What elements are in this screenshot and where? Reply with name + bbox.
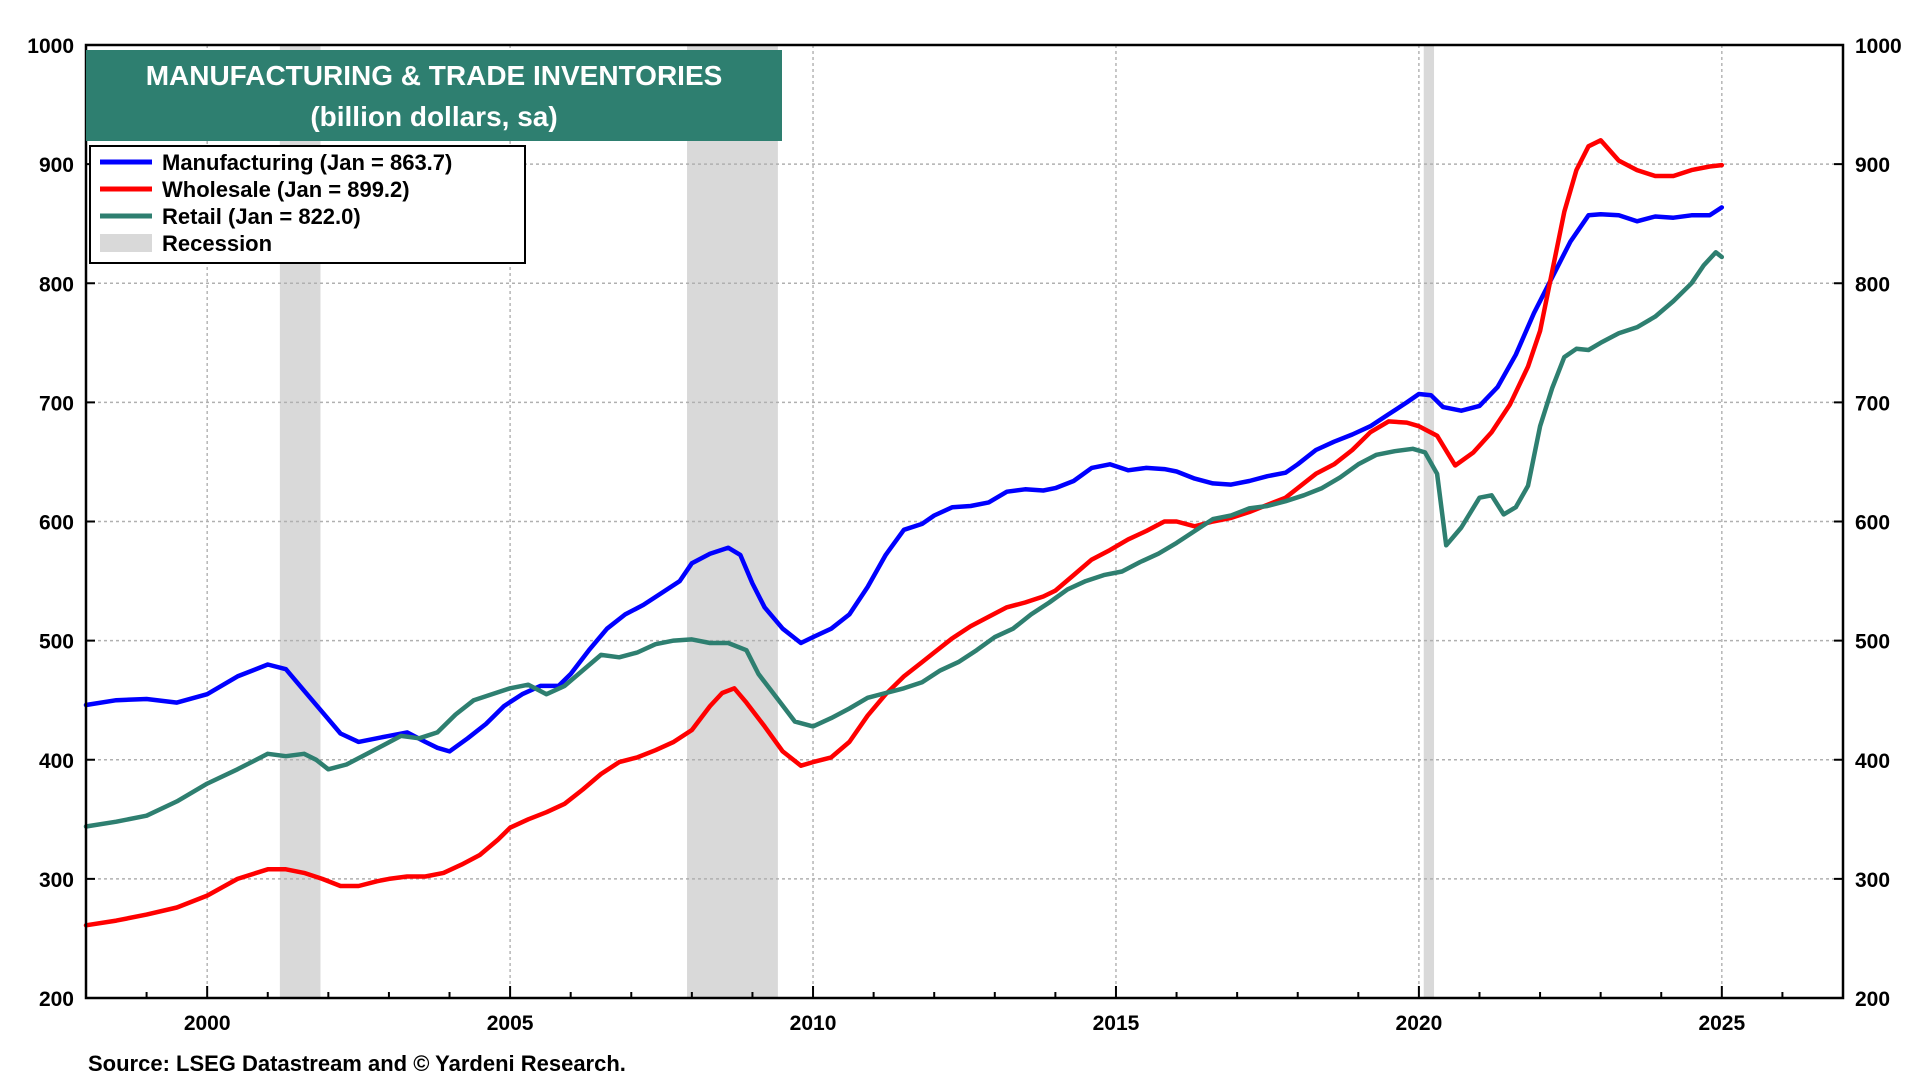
y-tick-label-left: 600 [39,512,74,535]
series-line-wholesale [83,138,1725,928]
y-tick-label-right: 700 [1855,392,1890,415]
series-line-retail [83,250,1725,829]
y-tick-label-right: 200 [1855,988,1890,1011]
x-tick-label: 2010 [790,1012,837,1035]
series-line-manufacturing [83,205,1725,754]
legend: Manufacturing (Jan = 863.7)Wholesale (Ja… [89,145,526,264]
y-tick-label-left: 300 [39,869,74,892]
y-tick-label-right: 800 [1855,273,1890,296]
y-tick-label-left: 900 [39,154,74,177]
recession-band [1423,45,1435,998]
legend-label: Wholesale (Jan = 899.2) [162,177,410,202]
source-note: Source: LSEG Datastream and © Yardeni Re… [88,1051,626,1076]
axes: 200 200 300 300 400 400 500 500 600 600 700 700 800 8… [27,35,1901,1035]
legend-swatch-recession [100,234,152,252]
y-tick-label-left: 500 [39,631,74,654]
legend-label: Manufacturing (Jan = 863.7) [162,150,452,175]
y-tick-label-right: 500 [1855,631,1890,654]
recession-band [687,45,778,998]
y-tick-label-left: 700 [39,392,74,415]
series-lines [83,138,1725,928]
legend-label: Recession [162,231,272,256]
chart-subtitle: (billion dollars, sa) [310,101,557,132]
legend-label: Retail (Jan = 822.0) [162,204,361,229]
y-tick-label-right: 1000 [1855,35,1902,58]
x-tick-label: 2000 [184,1012,231,1035]
y-tick-label-right: 400 [1855,750,1890,773]
x-tick-label: 2005 [487,1012,534,1035]
legend-frame [89,145,526,264]
y-tick-label-right: 600 [1855,512,1890,535]
chart-title: MANUFACTURING & TRADE INVENTORIES [146,60,723,91]
x-tick-label: 2015 [1093,1012,1140,1035]
x-tick-label: 2020 [1396,1012,1443,1035]
y-tick-label-left: 200 [39,988,74,1011]
y-tick-label-left: 400 [39,750,74,773]
y-tick-label-right: 900 [1855,154,1890,177]
y-tick-label-left: 1000 [27,35,74,58]
title-box: MANUFACTURING & TRADE INVENTORIES (billi… [86,50,782,141]
y-tick-label-right: 300 [1855,869,1890,892]
x-tick-label: 2025 [1698,1012,1745,1035]
y-tick-label-left: 800 [39,273,74,296]
